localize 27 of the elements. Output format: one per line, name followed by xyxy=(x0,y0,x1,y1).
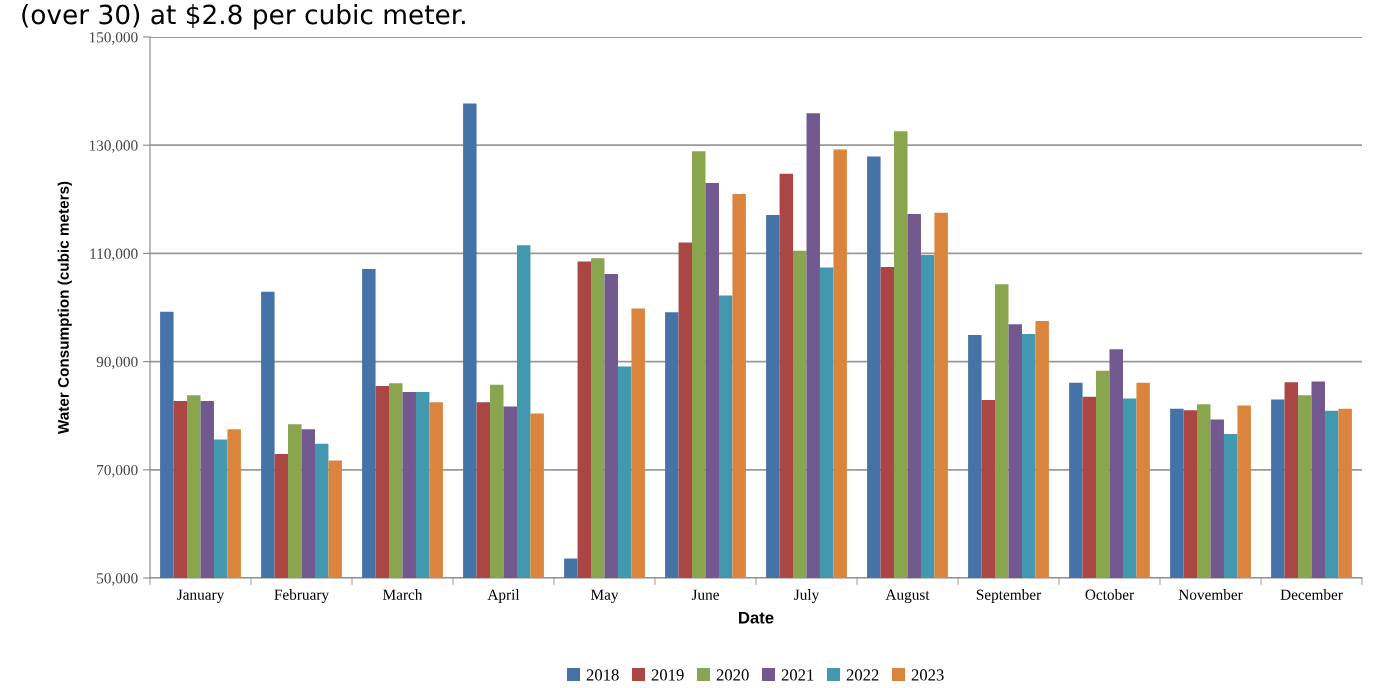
y-tick-label: 110,000 xyxy=(90,248,138,262)
x-tick-label: July xyxy=(794,589,820,604)
x-tick-label: August xyxy=(885,589,930,603)
y-tick-label: 70,000 xyxy=(97,464,138,478)
x-tick-label: May xyxy=(590,589,619,603)
x-tick-label: April xyxy=(487,589,520,603)
x-tick-label: December xyxy=(1280,589,1343,600)
x-tick-label: January xyxy=(177,589,225,603)
x-tick-label: September xyxy=(976,589,1042,603)
y-tick-label: 150,000 xyxy=(89,32,138,45)
legend-label: 2020 xyxy=(716,669,749,681)
legend-label: 2022 xyxy=(846,669,879,681)
x-tick-label: February xyxy=(274,589,330,604)
y-tick-label: 90,000 xyxy=(96,356,138,370)
x-tick-label: March xyxy=(383,589,423,600)
x-tick-label: October xyxy=(1085,589,1134,600)
legend-label: 2023 xyxy=(911,669,944,681)
x-axis-title: Date xyxy=(739,611,774,624)
y-tick-label: 50,000 xyxy=(97,573,138,586)
y-axis-title: Water Consumption (cubic meters) xyxy=(57,181,72,435)
y-tick-label: 130,000 xyxy=(89,140,138,153)
text: (over 30) at $2.8 per cubic meter. xyxy=(22,4,465,30)
x-tick-label: June xyxy=(691,589,719,600)
legend-label: 2019 xyxy=(651,669,684,681)
x-tick-label: November xyxy=(1178,589,1243,600)
legend-label: 2018 xyxy=(586,669,619,681)
legend-label: 2021 xyxy=(781,669,814,681)
